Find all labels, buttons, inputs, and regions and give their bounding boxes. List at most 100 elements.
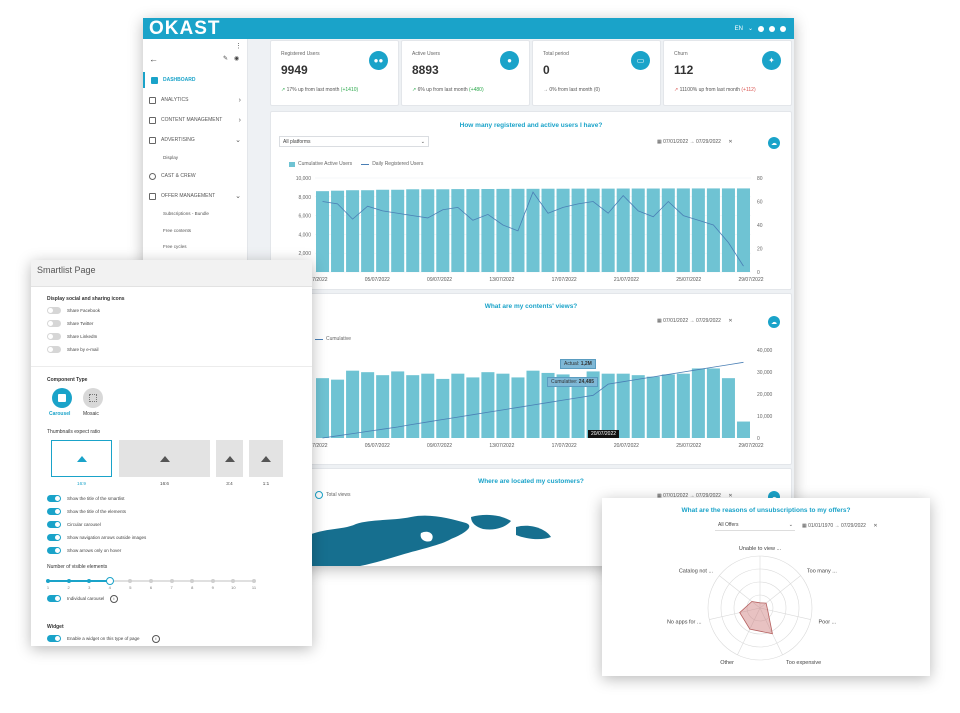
- bar: [361, 190, 375, 272]
- kpi-card-total-period: Total period 0 ▭ → 0% from last month (0…: [532, 40, 661, 106]
- radar-axis: [759, 607, 811, 620]
- radar-category-label: Poor ...: [818, 619, 836, 625]
- toggle-share-facebook[interactable]: [47, 307, 61, 314]
- bar: [601, 373, 615, 438]
- close-icon[interactable]: ✕: [728, 318, 733, 324]
- sidebar-sub-subscriptions[interactable]: Subscriptions - Bundle: [163, 211, 209, 216]
- kpi-card-active: Active Users 8893 ● ↗ 6% up from last mo…: [401, 40, 530, 106]
- gear-icon[interactable]: [769, 25, 775, 32]
- date-range[interactable]: ▦ 07/01/2022 → 07/29/2022 ✕: [657, 139, 733, 145]
- mosaic-icon: [89, 394, 97, 402]
- x-tick-label: 05/07/2022: [365, 443, 390, 449]
- cloud-download-icon[interactable]: ☁: [768, 316, 780, 328]
- close-icon[interactable]: ✕: [873, 523, 878, 529]
- sidebar-sub-free-contents[interactable]: Free contents: [163, 228, 192, 233]
- eye-icon[interactable]: ◉: [234, 56, 240, 62]
- slider-tick[interactable]: [87, 579, 92, 583]
- toggle-individual-carousel[interactable]: [47, 595, 61, 602]
- bar: [616, 188, 630, 272]
- slider-tick[interactable]: [66, 579, 71, 583]
- walking-person-icon: ✦: [762, 51, 781, 70]
- x-tick-label: 05/07/2022: [365, 277, 390, 283]
- toggle-share-twitter[interactable]: [47, 320, 61, 327]
- radar-axis: [759, 575, 801, 609]
- ratio-16-9[interactable]: [51, 440, 112, 477]
- radar-axis: [709, 607, 761, 620]
- kpi-title: Total period: [543, 51, 569, 57]
- ratio-16-6[interactable]: [119, 440, 210, 477]
- users-chart: 02,0004,0006,0008,00010,00002040608001/0…: [296, 176, 764, 283]
- x-tick-label: 25/07/2022: [676, 277, 701, 283]
- bar: [391, 371, 405, 438]
- chevron-right-icon: ›: [238, 96, 241, 104]
- toggle-label: Circular carousel: [67, 522, 101, 527]
- edit-icon[interactable]: ✎: [223, 56, 229, 62]
- x-tick-label: 13/07/2022: [489, 443, 514, 449]
- slider-tick-label: 4: [108, 585, 111, 590]
- sidebar-item-cast-crew[interactable]: CAST & CREW: [143, 168, 247, 184]
- offer-select[interactable]: All Offers ⌄: [715, 520, 795, 531]
- sidebar-sub-free-cycles[interactable]: Free cycles: [163, 244, 187, 249]
- ratio-1-1[interactable]: [249, 440, 283, 477]
- radar-chart: Unable to view ... Too many ... Poor ... To…: [667, 546, 837, 666]
- slider-handle[interactable]: [105, 577, 114, 585]
- ratio-3-4[interactable]: [216, 440, 243, 477]
- back-arrow-icon[interactable]: ←: [149, 54, 158, 64]
- toggle-share-linkedin[interactable]: [47, 333, 61, 340]
- platform-select[interactable]: All platforms ⌄: [279, 136, 429, 147]
- bell-icon[interactable]: [780, 25, 786, 32]
- carousel-option[interactable]: [52, 388, 72, 408]
- toggle-arrows-hover[interactable]: [47, 547, 61, 554]
- visible-elements-slider[interactable]: 1 2 3 4 5 6 7 8 9 10 11: [46, 576, 256, 590]
- chevron-down-icon[interactable]: ⌄: [747, 26, 753, 32]
- radar-category-label: Too expensive: [786, 660, 821, 666]
- toggle-circular-carousel[interactable]: [47, 521, 61, 528]
- date-range[interactable]: ▦ 01/01/1970 → 07/29/2022 ✕: [802, 523, 878, 529]
- chart-icon: [149, 96, 156, 104]
- sidebar-item-dashboard[interactable]: DASHBOARD: [143, 72, 249, 88]
- slider-tick[interactable]: [46, 579, 50, 583]
- sidebar-item-offer-management[interactable]: OFFER MANAGEMENT ⌄: [143, 188, 247, 204]
- bar: [316, 378, 330, 438]
- info-icon[interactable]: i: [152, 635, 160, 643]
- slider-tick[interactable]: [169, 579, 174, 583]
- mosaic-option[interactable]: [83, 388, 103, 408]
- date-range[interactable]: ▦ 07/01/2022 → 07/29/2022 ✕: [657, 493, 733, 499]
- language-selector[interactable]: EN: [734, 25, 743, 32]
- trend-up-icon: ↗: [412, 87, 417, 93]
- bar: [721, 188, 735, 272]
- kpi-value: 9949: [281, 63, 308, 77]
- sidebar-sub-display[interactable]: Display: [163, 155, 179, 160]
- help-icon[interactable]: [758, 25, 764, 32]
- toggle-arrows-outside[interactable]: [47, 534, 61, 541]
- radar-axis: [759, 607, 783, 655]
- slider-tick[interactable]: [149, 579, 153, 583]
- bar: [376, 375, 390, 438]
- panel-title: What are the reasons of unsubscriptions …: [681, 507, 851, 514]
- toggle-share-email[interactable]: [47, 346, 61, 353]
- slider-tick[interactable]: [190, 579, 195, 583]
- slider-tick[interactable]: [128, 579, 133, 583]
- cloud-download-icon[interactable]: ☁: [768, 137, 780, 149]
- slider-tick-label: 11: [251, 585, 257, 590]
- world-map[interactable]: [301, 509, 621, 566]
- bar: [436, 378, 450, 438]
- sidebar-item-content-management[interactable]: CONTENT MANAGEMENT ›: [143, 112, 247, 128]
- sidebar-item-analytics[interactable]: ANALYTICS ›: [143, 92, 247, 108]
- toggle-enable-widget[interactable]: [47, 635, 61, 642]
- slider-tick[interactable]: [231, 579, 236, 583]
- slider-tick[interactable]: [210, 579, 215, 583]
- top-bar: OKAST EN ⌄: [143, 18, 794, 39]
- info-icon[interactable]: i: [110, 595, 118, 603]
- toggle-show-smartlist-title[interactable]: [47, 495, 61, 502]
- close-icon[interactable]: ✕: [728, 493, 733, 499]
- kebab-menu-icon[interactable]: ⋮: [235, 43, 242, 50]
- toggle-label: Show the title of the elements: [67, 509, 127, 514]
- slider-tick[interactable]: [252, 579, 256, 583]
- sidebar-item-advertising[interactable]: ADVERTISING ⌄: [143, 132, 247, 148]
- date-range[interactable]: ▦ 07/01/2022 → 07/29/2022 ✕: [657, 318, 733, 324]
- series-line: [322, 191, 744, 267]
- toggle-show-elements-title[interactable]: [47, 508, 61, 515]
- close-icon[interactable]: ✕: [728, 139, 733, 145]
- x-tick-label: 17/07/2022: [552, 277, 577, 283]
